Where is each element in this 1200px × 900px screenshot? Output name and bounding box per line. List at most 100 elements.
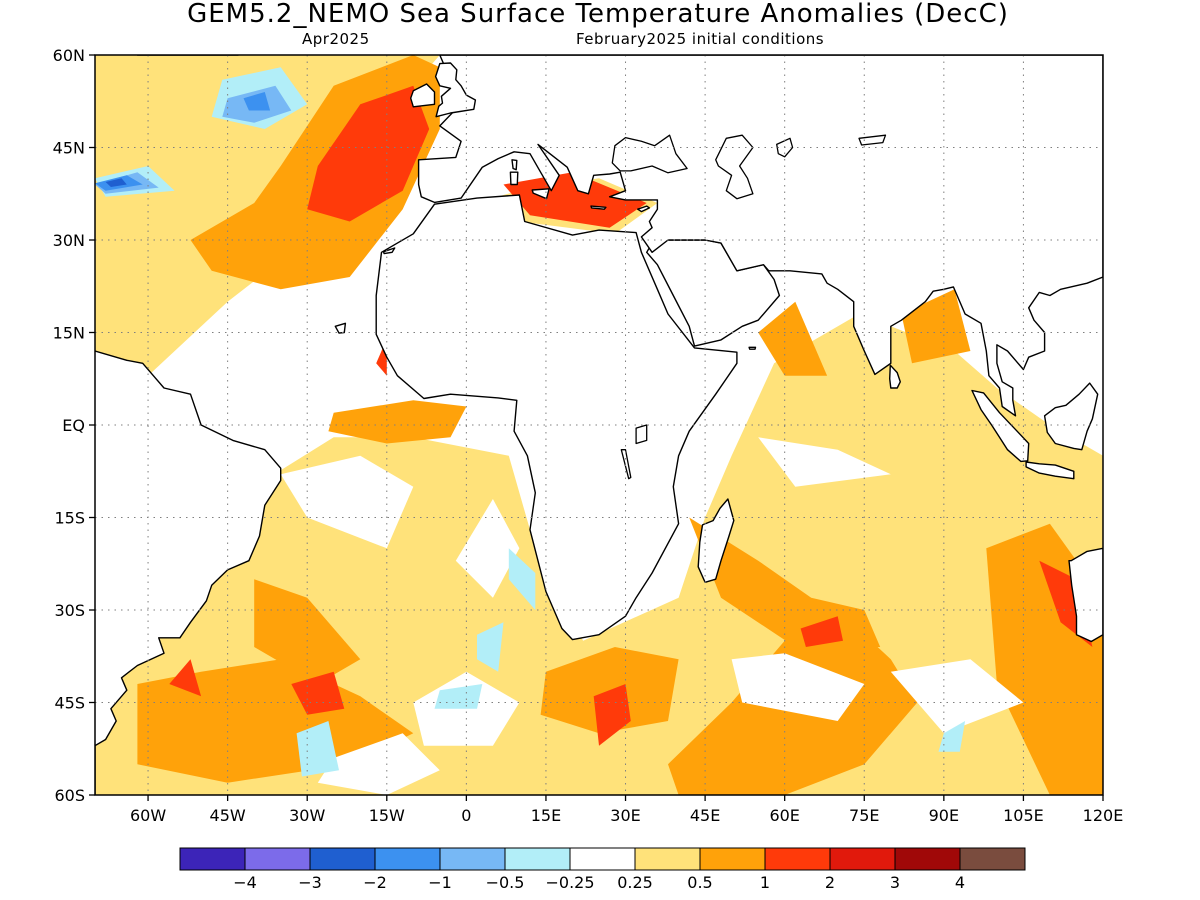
colorbar-swatch [439, 847, 506, 871]
map-area [95, 55, 1103, 795]
anomaly-region [137, 659, 414, 783]
coastline [1068, 547, 1103, 643]
coastline [590, 205, 607, 210]
anomaly-region [758, 301, 828, 376]
colorbar-label: −2 [363, 873, 387, 892]
lat-tick-label: 30N [53, 231, 85, 250]
colorbar-swatch [244, 847, 311, 871]
coastline [971, 389, 1030, 463]
colorbar-swatch [894, 847, 961, 871]
lon-tick-label: 105E [1003, 806, 1044, 825]
lon-tick-label: 60W [130, 806, 166, 825]
lat-tick-label: 15S [54, 509, 85, 528]
anomaly-region [307, 85, 430, 222]
inland-water-outline [611, 134, 688, 174]
anomaly-region [317, 733, 440, 795]
colorbar-swatch [374, 847, 441, 871]
anomaly-region [901, 289, 971, 364]
map-title: GEM5.2_NEMO Sea Surface Temperature Anom… [187, 0, 1009, 29]
anomaly-region [593, 684, 631, 746]
colorbar-swatch [634, 847, 701, 871]
coastline [697, 498, 735, 583]
colorbar-label: 0.5 [687, 873, 712, 892]
lon-tick-label: 45E [690, 806, 720, 825]
lat-tick-label: 45N [53, 139, 85, 158]
anomaly-region [508, 548, 536, 610]
lon-tick-label: 75E [849, 806, 879, 825]
coastline [509, 171, 519, 186]
colorbar-swatch [179, 847, 246, 871]
lon-tick-label: 60E [769, 806, 799, 825]
anomaly-region [455, 499, 520, 598]
lon-tick-label: 120E [1083, 806, 1124, 825]
forecast-month-label: Apr2025 [302, 30, 370, 48]
inland-water-outline [858, 134, 887, 146]
latitude-axis: 60N 45N 30N 15N EQ 15S 30S 45S 60S [53, 46, 95, 805]
colorbar-label: 2 [825, 873, 835, 892]
anomaly-region [938, 721, 966, 752]
anomaly-region [254, 579, 361, 684]
colorbar-swatch [764, 847, 831, 871]
colorbar-swatch [569, 847, 636, 871]
anomaly-region [800, 616, 843, 647]
colorbar-swatch [309, 847, 376, 871]
colorbar-label: −0.25 [545, 873, 594, 892]
anomaly-region [291, 671, 345, 715]
coastline [1043, 382, 1099, 451]
initial-conditions-label: February2025 initial conditions [576, 30, 824, 48]
coastline [889, 364, 901, 389]
lon-tick-label: 30W [289, 806, 325, 825]
inland-water-outline [620, 449, 632, 480]
anomaly-region [105, 178, 127, 187]
colorbar-swatch [504, 847, 571, 871]
inland-water-outline [715, 134, 754, 200]
colorbar-label: 3 [890, 873, 900, 892]
graticule [95, 55, 1103, 795]
coastline [334, 322, 347, 334]
coastline [434, 62, 477, 118]
colorbar-label: 0.25 [617, 873, 653, 892]
inland-water-outline [635, 424, 648, 445]
anomaly-region [503, 172, 647, 228]
anomaly-region [477, 622, 504, 672]
colorbar-label: −0.5 [486, 873, 525, 892]
lat-tick-label: 60S [54, 786, 85, 805]
coastline [417, 55, 1103, 417]
anomaly-region [169, 659, 202, 697]
anomaly-region [890, 659, 1024, 734]
lat-tick-label: 60N [53, 46, 85, 65]
colorbar-label: −4 [233, 873, 257, 892]
lon-tick-label: 0 [461, 806, 471, 825]
colorbar-label: −3 [298, 873, 322, 892]
colorbar: −4 −3 −2 −1 −0.5 −0.25 0.25 0.5 1 2 3 4 [179, 847, 1026, 892]
coastline [95, 350, 282, 795]
colorbar-swatch [829, 847, 896, 871]
colorbar-swatch [699, 847, 766, 871]
coastline [748, 346, 757, 350]
coastline [511, 159, 518, 171]
lon-tick-label: 90E [929, 806, 959, 825]
lon-tick-label: 15W [369, 806, 405, 825]
land-masses [95, 55, 1103, 795]
colorbar-label: −1 [428, 873, 452, 892]
longitude-axis: 60W 45W 30W 15W 0 15E 30E 45E 60E 75E 90E 105E 120E [130, 795, 1123, 825]
colorbar-label: 1 [760, 873, 770, 892]
anomaly-region [731, 653, 865, 721]
lat-tick-label: EQ [62, 416, 85, 435]
lat-tick-label: 15N [53, 324, 85, 343]
lon-tick-label: 30E [610, 806, 640, 825]
anomaly-region [758, 437, 891, 487]
coastline [1025, 461, 1075, 480]
coastline [410, 83, 436, 108]
coastline [531, 188, 550, 200]
lat-tick-label: 30S [54, 601, 85, 620]
coastline [382, 247, 396, 255]
anomaly-region [296, 721, 339, 777]
coastline [637, 205, 651, 213]
coastline [375, 194, 738, 641]
coastline [136, 55, 239, 56]
anomaly-region [280, 455, 414, 549]
anomaly-region [243, 92, 271, 111]
lat-tick-label: 45S [54, 694, 85, 713]
